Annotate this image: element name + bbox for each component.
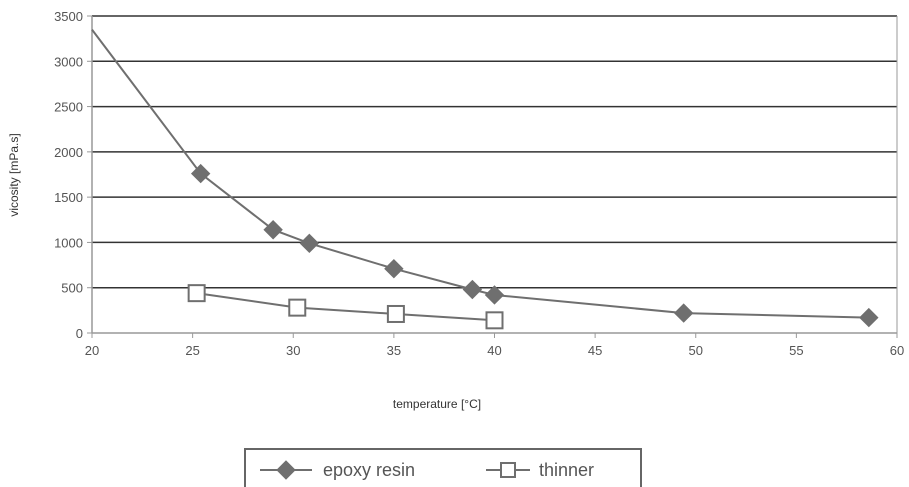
legend-box [244,448,642,487]
legend-thinner-marker [500,462,516,478]
y-tick-label-3500: 3500 [54,9,83,24]
data-point [673,303,694,323]
legend-thinner-label: thinner [539,460,594,480]
series-epoxy-resin [91,28,879,328]
gridlines [92,15,897,289]
x-tick-label-35: 35 [387,343,401,358]
x-tick-label-40: 40 [487,343,501,358]
x-tick-label-55: 55 [789,343,803,358]
series [91,28,879,330]
data-point [299,233,320,254]
legend-epoxy-marker [276,460,296,480]
data-point [263,220,283,240]
x-tick-label-20: 20 [85,343,99,358]
series-thinner [187,284,504,330]
series-line-thinner [196,292,495,322]
data-point [190,163,211,184]
x-tick-label-45: 45 [588,343,602,358]
y-tick-label-3000: 3000 [54,54,83,69]
x-tick-label-60: 60 [890,343,904,358]
data-point [384,258,404,279]
x-axis-title: temperature [°C] [393,397,481,411]
y-tick-label-2500: 2500 [54,100,83,115]
legend-epoxy-label: epoxy resin [323,460,415,480]
x-tick-label-50: 50 [689,343,703,358]
y-tick-label-0: 0 [76,326,83,341]
y-tick-label-2000: 2000 [54,145,83,160]
tick-labels: 0 500 1000 1500 2000 2500 3000 3500 20 25 30 35 40 45… [54,9,904,358]
data-point [484,285,505,305]
x-tick-label-30: 30 [286,343,300,358]
y-tick-label-1000: 1000 [54,235,83,250]
data-point [386,304,405,323]
data-point [187,284,206,303]
x-tick-label-25: 25 [185,343,199,358]
data-point [485,311,504,330]
y-axis-title: vicosity [mPa.s] [7,133,21,216]
legend: epoxy resin thinner [244,448,642,487]
y-tick-label-500: 500 [61,281,83,296]
data-point [288,298,307,317]
data-point [859,307,879,328]
y-tick-label-1500: 1500 [54,190,83,205]
data-point [462,279,483,300]
